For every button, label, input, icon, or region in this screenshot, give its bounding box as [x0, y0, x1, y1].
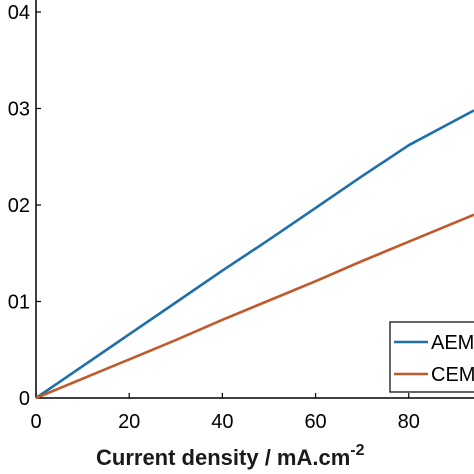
y-tick-label: 04	[8, 2, 30, 24]
x-tick-label: 60	[304, 411, 326, 433]
x-axis-title-superscript: -2	[350, 442, 364, 459]
axes: 0 01 02 03 04 0 20 40 60 80	[8, 0, 474, 433]
plot-lines	[35, 109, 474, 400]
legend-label-cem: CEM	[431, 364, 474, 386]
series-line-aem	[35, 109, 474, 400]
y-tick-label: 02	[8, 195, 30, 217]
x-axis-title: Current density / mA.cm-2	[96, 442, 365, 470]
y-tick-label: 0	[19, 388, 30, 410]
y-tick-label: 03	[8, 99, 30, 121]
x-axis-title-text: Current density / mA.cm	[96, 445, 350, 470]
x-tick-label: 0	[30, 411, 41, 433]
series-line-cem	[35, 213, 474, 400]
x-tick-label: 40	[211, 411, 233, 433]
y-tick-label: 01	[8, 292, 30, 314]
x-tick-label: 20	[118, 411, 140, 433]
legend-box	[389, 321, 474, 393]
legend: AEM CEM	[389, 321, 474, 393]
x-tick-label: 80	[398, 411, 420, 433]
legend-label-aem: AEM	[431, 332, 474, 354]
